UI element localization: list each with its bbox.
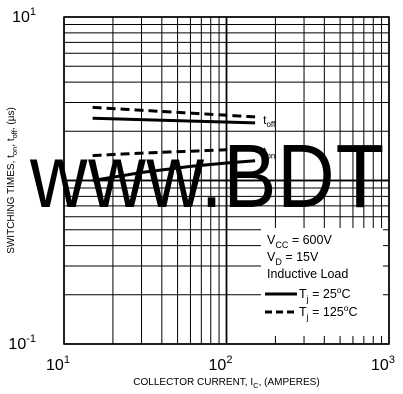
tick-labels: 101 102 103 101 10-1 — [8, 6, 395, 374]
legend-box — [261, 228, 383, 336]
y-tick-label: 10-1 — [8, 333, 36, 353]
series-t-on-dashed — [92, 147, 256, 158]
series-t-off-solid — [92, 116, 256, 125]
series-t-off-dashed — [92, 105, 256, 119]
series-t-on-solid — [92, 159, 256, 182]
curve-labels: toff ton — [263, 113, 276, 161]
legend-condition: VD = 15V — [267, 250, 319, 267]
curve-label-on: ton — [263, 145, 275, 161]
legend-condition: VCC = 600V — [267, 233, 332, 250]
y-tick-label: 101 — [12, 6, 36, 26]
legend-entry-label: Tj = 125oC — [299, 303, 358, 322]
x-axis-label: COLLECTOR CURRENT, IC, (AMPERES) — [133, 377, 319, 390]
x-tick-label: 101 — [46, 354, 70, 374]
watermark-logo: www.BDT — [29, 127, 385, 227]
x-tick-label: 102 — [209, 354, 233, 374]
plot-frame — [63, 16, 390, 345]
legend-entry-label: Tj = 25oC — [299, 285, 351, 304]
curve-label-off: toff — [263, 113, 276, 129]
y-axis-label: SWITCHING TIMES, ton, toff, (µs) — [6, 107, 19, 254]
series-lines — [92, 105, 256, 182]
x-tick-label: 103 — [371, 354, 395, 374]
legend-condition: Inductive Load — [267, 267, 348, 281]
